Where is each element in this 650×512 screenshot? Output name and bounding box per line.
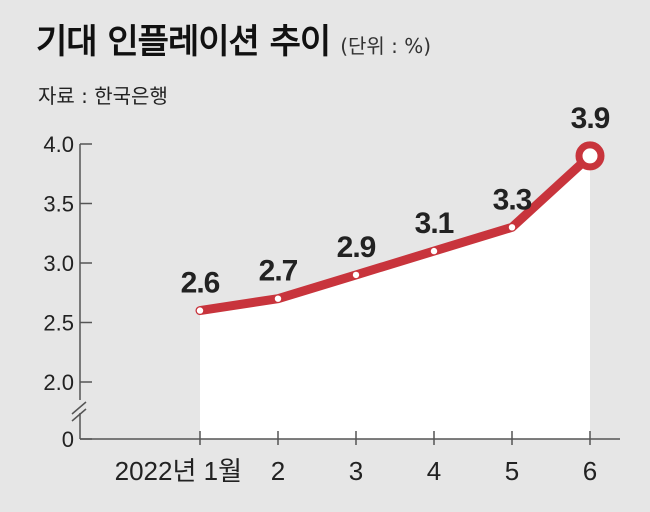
x-tick-label: 2 (271, 456, 285, 486)
chart-unit: (단위 : %) (340, 34, 432, 58)
data-point (352, 271, 360, 279)
x-tick-label: 4 (427, 456, 441, 486)
x-tick-label: 2022년 1월 (115, 456, 242, 486)
data-label: 3.1 (415, 207, 454, 240)
y-tick-label: 2.5 (43, 311, 74, 336)
data-label: 2.9 (337, 231, 376, 264)
title-row: 기대 인플레이션 추이 (단위 : %) (36, 14, 431, 63)
data-point (196, 307, 204, 314)
data-point (274, 295, 282, 302)
x-tick-label: 5 (505, 456, 519, 486)
x-tick-label: 3 (349, 456, 363, 486)
y-axis-break (71, 401, 87, 422)
data-labels: 2.6 2.7 2.9 3.1 3.3 3.9 (181, 102, 611, 300)
data-label: 2.7 (259, 255, 298, 288)
y-tick-label: 4.0 (43, 132, 74, 157)
y-axis: 4.0 3.5 3.0 2.5 2.0 0 (43, 132, 92, 452)
series-line (195, 151, 595, 316)
chart-source: 자료 : 한국은행 (38, 84, 168, 108)
data-point (575, 141, 605, 171)
area-fill (200, 155, 590, 439)
data-label: 3.9 (571, 102, 610, 135)
data-label: 2.6 (181, 267, 220, 300)
x-tick-label: 6 (583, 456, 597, 486)
data-point (508, 224, 516, 231)
data-points (196, 141, 605, 314)
chart-title: 기대 인플레이션 추이 (36, 22, 331, 62)
x-axis: 2022년 1월 2 3 4 5 6 (80, 431, 620, 486)
data-label: 3.3 (493, 183, 532, 216)
y-tick-label: 3.5 (43, 192, 74, 217)
y-tick-label: 2.0 (43, 370, 74, 395)
data-point (430, 247, 438, 255)
y-tick-label: 3.0 (43, 251, 74, 276)
y-tick-label: 0 (62, 427, 74, 452)
